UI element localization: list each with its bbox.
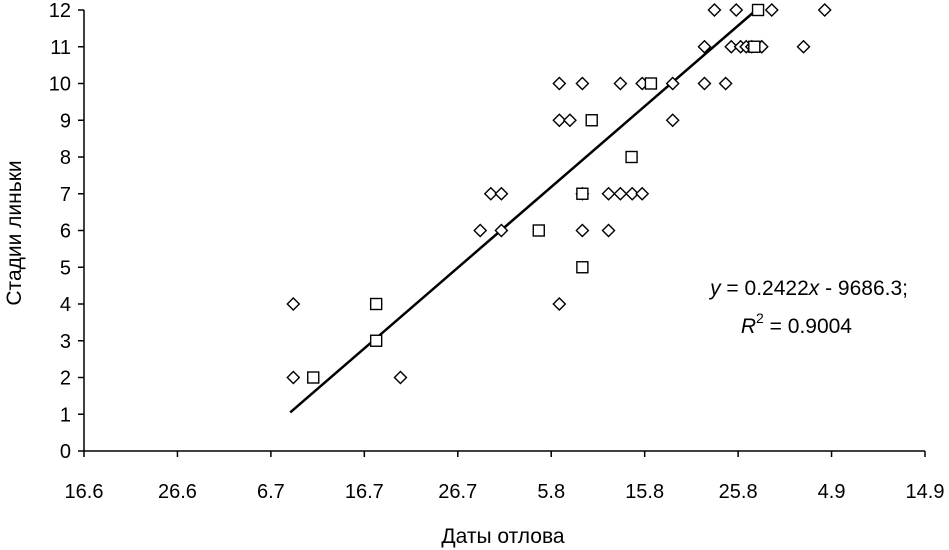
x-tick-label: 15.8 <box>625 481 664 503</box>
r-squared-exponent: 2 <box>756 310 764 326</box>
trendline-group <box>289 9 757 414</box>
square-point <box>748 40 761 53</box>
x-tick-label: 4.9 <box>818 481 846 503</box>
diamond-point <box>613 76 628 91</box>
x-tick-label: 26.7 <box>438 481 477 503</box>
diamond-point <box>494 223 509 238</box>
x-tick-label: 6.7 <box>257 481 285 503</box>
diamond-point <box>724 39 739 54</box>
square-point <box>644 77 658 90</box>
equation-x-symbol: x <box>808 277 821 300</box>
square-point <box>751 3 765 17</box>
equation-y-symbol: y <box>708 277 722 300</box>
diamond-point <box>817 3 832 17</box>
y-tick-label: 5 <box>60 257 71 279</box>
diamond-point <box>764 3 779 17</box>
y-tick-label: 11 <box>50 37 71 59</box>
x-axis-ticks: 16.6 26.6 6.7 16.7 26.7 5.8 15.8 25.8 4.9 14.9 <box>65 451 945 503</box>
diamond-point <box>601 186 616 201</box>
x-tick-label: 16.7 <box>345 481 384 503</box>
diamond-point <box>575 223 590 238</box>
diamond-point <box>562 113 577 128</box>
diamond-point <box>286 370 301 385</box>
square-point <box>369 334 383 347</box>
x-tick-label: 25.8 <box>719 481 758 503</box>
diamond-point <box>796 39 811 54</box>
regression-equation: y = 0.2422x - 9686.3; <box>708 277 908 300</box>
diamond-point <box>494 186 509 201</box>
square-point <box>585 114 598 127</box>
diamond-point <box>707 3 722 17</box>
diamond-point <box>665 113 680 128</box>
x-tick-label: 26.6 <box>158 481 197 503</box>
square-point <box>307 371 320 384</box>
data-points <box>286 3 832 385</box>
diamond-point <box>286 297 301 311</box>
y-tick-label: 0 <box>60 441 71 463</box>
diamond-point <box>601 223 616 238</box>
x-tick-label: 14.9 <box>906 481 945 503</box>
y-tick-label: 7 <box>60 184 71 206</box>
y-tick-label: 9 <box>60 110 71 132</box>
square-point <box>369 297 383 311</box>
y-tick-label: 12 <box>49 0 71 22</box>
diamond-point <box>473 223 488 238</box>
diamond-point <box>665 76 680 91</box>
equation-intercept: - 9686.3; <box>819 277 908 300</box>
diamond-point <box>483 186 498 201</box>
square-point <box>576 261 589 274</box>
diamond-point <box>718 76 733 91</box>
diamond-point <box>697 76 712 91</box>
square-point <box>532 224 545 237</box>
y-tick-label: 3 <box>60 331 71 353</box>
diamond-point <box>613 186 628 201</box>
square-point <box>576 187 589 200</box>
y-tick-label: 8 <box>60 147 71 169</box>
square-point <box>625 150 638 164</box>
diamond-point <box>697 39 712 54</box>
y-tick-label: 4 <box>60 294 71 316</box>
regression-line <box>289 9 757 414</box>
diamond-point <box>729 3 744 17</box>
diamond-point <box>625 186 640 201</box>
r-squared-symbol: R <box>741 315 756 338</box>
diamond-point <box>635 186 650 201</box>
x-tick-label: 16.6 <box>65 481 104 503</box>
diamond-point <box>552 113 567 128</box>
r-squared-value: = 0.9004 <box>764 315 852 338</box>
x-axis-title: Даты отлова <box>441 525 564 548</box>
equation-slope: = 0.2422 <box>721 277 809 300</box>
diamond-point <box>575 76 590 91</box>
y-axis-title: Стадии линьки <box>3 160 26 305</box>
diamond-point <box>552 76 567 91</box>
y-tick-label: 2 <box>60 368 71 390</box>
diamond-point <box>393 370 408 385</box>
y-tick-label: 1 <box>60 404 71 426</box>
y-tick-label: 10 <box>49 74 71 96</box>
diamond-point <box>552 297 567 311</box>
r-squared-label: R2 = 0.9004 <box>741 310 852 338</box>
x-tick-label: 5.8 <box>537 481 565 503</box>
y-tick-label: 6 <box>60 221 71 243</box>
